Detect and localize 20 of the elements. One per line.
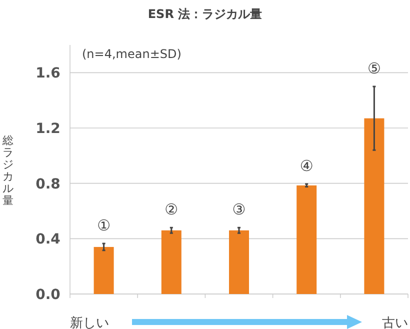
bar <box>364 118 384 294</box>
annotation: (n=4,mean±SD) <box>82 47 182 61</box>
text: 古い <box>382 316 408 329</box>
bar <box>296 185 317 294</box>
x-tick-label: ④ <box>300 157 314 176</box>
y-tick-label: 0.0 <box>36 287 61 303</box>
chart-title: ESR 法：ラジカル量 <box>148 7 262 21</box>
x-tick-label: ⑤ <box>367 60 381 78</box>
x-tick-label: ② <box>164 200 178 219</box>
y-tick-label: 0.4 <box>36 232 61 248</box>
y-tick-label: 1.2 <box>36 121 60 137</box>
bar <box>94 246 114 294</box>
y-axis-title: 総ラジカル量 <box>2 134 14 207</box>
text: 新しい <box>70 316 109 329</box>
y-tick-label: 1.6 <box>36 66 60 82</box>
x-tick-label: ③ <box>232 200 246 219</box>
bar <box>229 230 249 294</box>
bar <box>161 230 182 294</box>
y-tick-label: 0.8 <box>36 176 60 192</box>
x-tick-label: ① <box>97 216 111 235</box>
